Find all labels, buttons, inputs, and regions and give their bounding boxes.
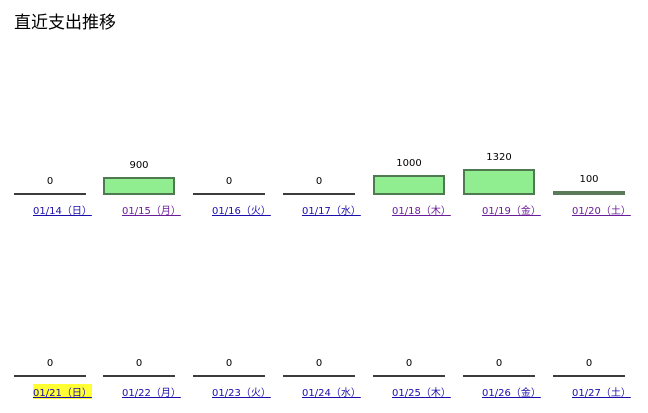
day-cell: 0 01/17（水） <box>283 140 373 220</box>
date-link[interactable]: 01/25（木） <box>392 388 451 399</box>
day-cell: 0 01/14（日） <box>14 140 104 220</box>
bar <box>463 375 535 377</box>
bar <box>193 375 265 377</box>
day-cell: 0 01/25（木） <box>373 322 463 402</box>
bar-value-label: 0 <box>225 358 233 369</box>
date-link[interactable]: 01/23（火） <box>212 388 271 399</box>
bar <box>103 375 175 377</box>
bar <box>103 177 175 195</box>
bar-value-label: 1320 <box>486 152 512 163</box>
bar <box>14 375 86 377</box>
day-cell: 0 01/22（月） <box>103 322 193 402</box>
date-link[interactable]: 01/20（土） <box>572 206 631 217</box>
page-title: 直近支出推移 <box>14 13 116 33</box>
day-cell: 1320 01/19（金） <box>463 140 553 220</box>
bar-value-label: 900 <box>129 160 149 171</box>
date-link[interactable]: 01/16（火） <box>212 206 271 217</box>
bar <box>193 193 265 195</box>
bar-value-label: 100 <box>579 174 599 185</box>
bar <box>373 175 445 195</box>
day-cell: 1000 01/18（木） <box>373 140 463 220</box>
bar <box>553 375 625 377</box>
date-link[interactable]: 01/26（金） <box>482 388 541 399</box>
day-cell: 0 01/21（日） <box>14 322 104 402</box>
bar <box>373 375 445 377</box>
bar-value-label: 0 <box>225 176 233 187</box>
day-cell: 100 01/20（土） <box>553 140 643 220</box>
bar-value-label: 0 <box>315 176 323 187</box>
date-link[interactable]: 01/24（水） <box>302 388 361 399</box>
date-link[interactable]: 01/14（日） <box>33 206 92 217</box>
date-link[interactable]: 01/19（金） <box>482 206 541 217</box>
date-link[interactable]: 01/21（日） <box>33 384 92 399</box>
date-link[interactable]: 01/22（月） <box>122 388 181 399</box>
bar <box>283 193 355 195</box>
bar-value-label: 0 <box>46 358 54 369</box>
bar <box>463 169 535 195</box>
day-cell: 0 01/27（土） <box>553 322 643 402</box>
date-link[interactable]: 01/17（水） <box>302 206 361 217</box>
day-cell: 0 01/23（火） <box>193 322 283 402</box>
bar-value-label: 0 <box>495 358 503 369</box>
bar-value-label: 0 <box>315 358 323 369</box>
bar <box>553 191 625 195</box>
day-cell: 0 01/24（水） <box>283 322 373 402</box>
date-link[interactable]: 01/18（木） <box>392 206 451 217</box>
bar-value-label: 1000 <box>396 158 422 169</box>
bar-value-label: 0 <box>46 176 54 187</box>
bar-value-label: 0 <box>405 358 413 369</box>
date-link[interactable]: 01/15（月） <box>122 206 181 217</box>
day-cell: 900 01/15（月） <box>103 140 193 220</box>
bar <box>283 375 355 377</box>
day-cell: 0 01/26（金） <box>463 322 553 402</box>
bar-value-label: 0 <box>585 358 593 369</box>
bar-value-label: 0 <box>135 358 143 369</box>
date-link[interactable]: 01/27（土） <box>572 388 631 399</box>
bar <box>14 193 86 195</box>
day-cell: 0 01/16（火） <box>193 140 283 220</box>
